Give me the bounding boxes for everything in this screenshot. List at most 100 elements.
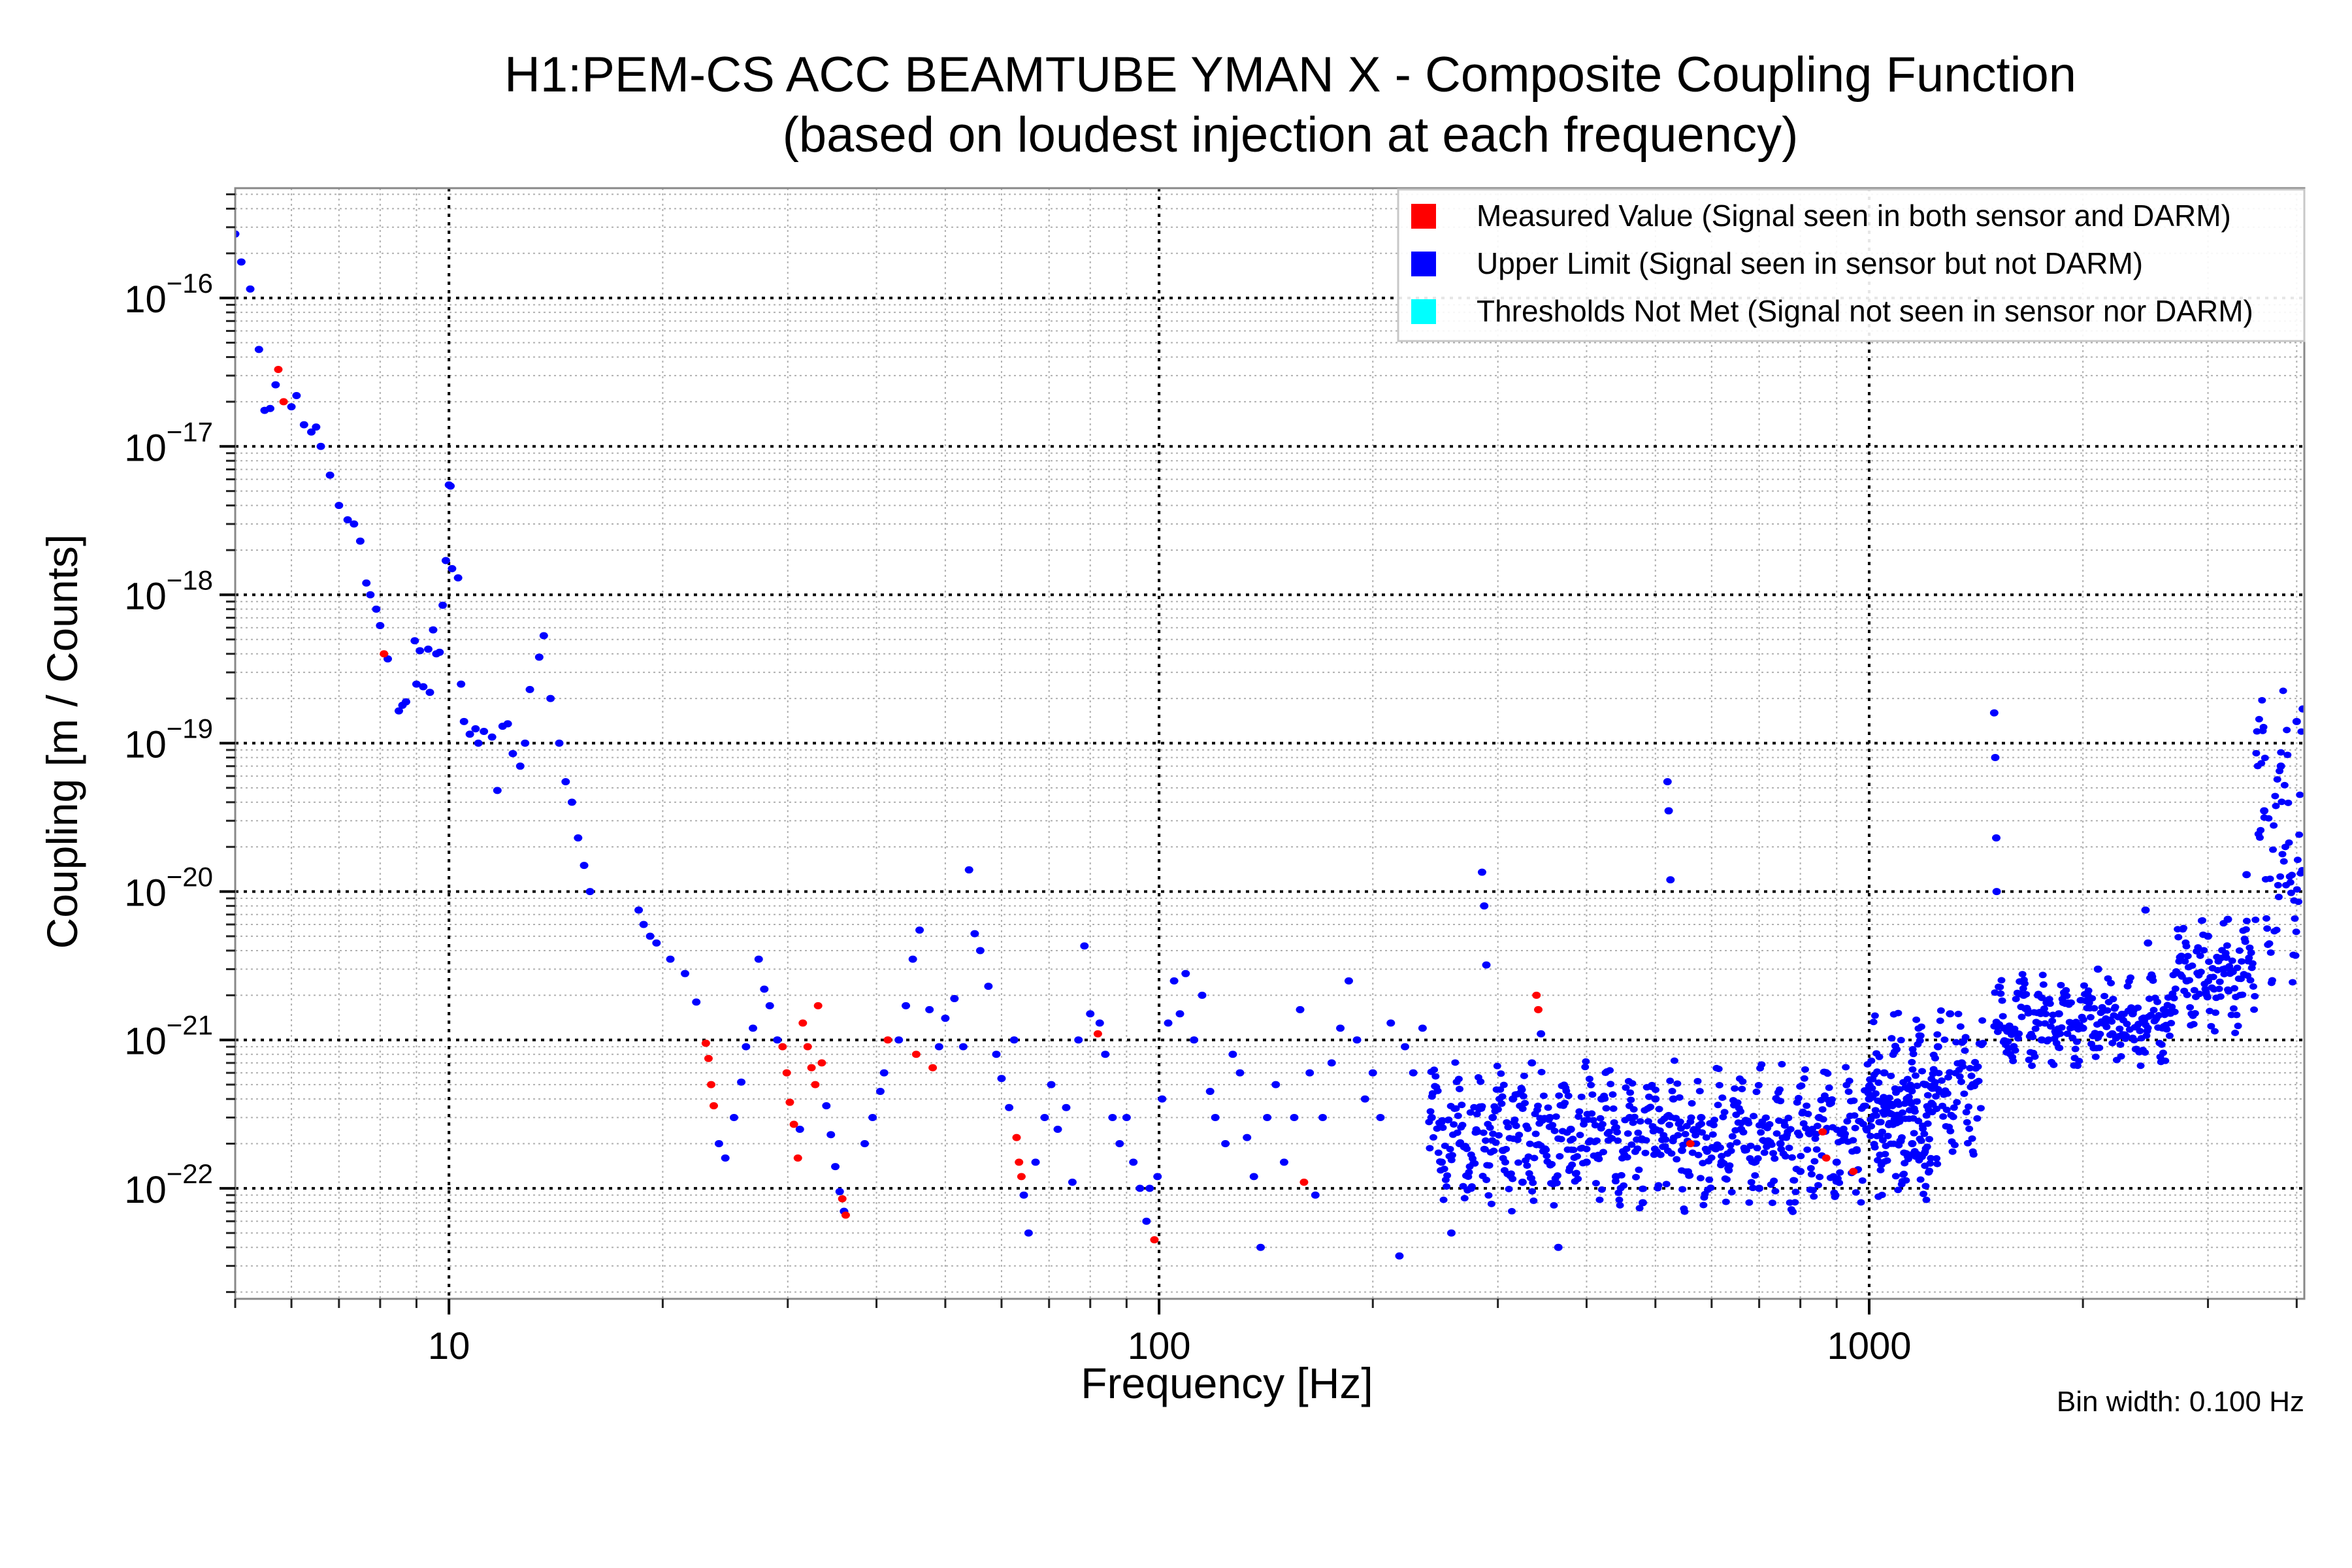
x-tick-labels: 10 100 1000 (428, 1325, 1912, 1367)
upper-limit-point (1129, 1158, 1138, 1166)
x-tick-label: 10 (428, 1325, 470, 1367)
upper-limit-point (1478, 1103, 1486, 1110)
upper-limit-point (312, 423, 321, 431)
upper-limit-point (423, 645, 433, 653)
upper-limit-point (2063, 992, 2071, 1000)
upper-limit-point (1482, 1176, 1491, 1183)
upper-limit-point (2123, 1021, 2131, 1028)
measured-value-point (782, 1069, 791, 1077)
upper-limit-point (1832, 1158, 1841, 1166)
upper-limit-point (1693, 1077, 1702, 1085)
upper-limit-point (1976, 1105, 1985, 1112)
upper-limit-point (1936, 1017, 1944, 1024)
upper-limit-point (2170, 1008, 2179, 1015)
upper-limit-point (1870, 1144, 1879, 1151)
upper-limit-point (1526, 1140, 1534, 1147)
upper-limit-point (1687, 1114, 1695, 1121)
upper-limit-point (1597, 1186, 1606, 1193)
upper-limit-point (1639, 1185, 1648, 1192)
upper-limit-point (1823, 1070, 1832, 1077)
measured-value-point (803, 1043, 812, 1051)
upper-limit-point (1707, 1184, 1715, 1192)
upper-limit-point (1446, 1229, 1456, 1237)
upper-limit-point (639, 921, 648, 928)
upper-limit-point (2292, 717, 2301, 725)
upper-limit-point (1950, 1104, 1958, 1111)
upper-limit-point (2044, 1036, 2053, 1043)
upper-limit-point (1627, 1141, 1636, 1149)
upper-limit-point (1886, 1120, 1894, 1127)
upper-limit-point (2122, 1032, 2131, 1039)
upper-limit-point (1997, 990, 2005, 997)
upper-limit-point (2247, 949, 2255, 956)
upper-limit-point (2259, 723, 2268, 730)
upper-limit-point (335, 502, 344, 510)
upper-limit-point (372, 605, 381, 613)
upper-limit-point (1921, 1183, 1930, 1190)
upper-limit-point (1221, 1139, 1230, 1147)
upper-limit-point (634, 906, 644, 914)
upper-limit-point (2252, 749, 2261, 757)
upper-limit-point (1047, 1081, 1056, 1088)
upper-limit-point (1888, 1102, 1897, 1109)
upper-limit-point (265, 404, 274, 412)
upper-limit-point (1769, 1150, 1778, 1157)
upper-limit-point (1492, 1139, 1500, 1146)
upper-limit-point (2057, 1024, 2066, 1031)
upper-limit-point (429, 626, 438, 634)
upper-limit-point (1881, 1151, 1889, 1158)
upper-limit-point (1455, 1139, 1464, 1147)
upper-limit-point (1858, 1177, 1867, 1184)
upper-limit-point (1612, 1124, 1621, 1131)
upper-limit-point (1519, 1092, 1527, 1100)
upper-limit-point (1801, 1066, 1809, 1073)
upper-limit-point (1581, 1064, 1590, 1071)
upper-limit-point (1943, 1090, 1952, 1097)
upper-limit-point (539, 632, 548, 640)
upper-limit-point (1715, 1082, 1723, 1089)
upper-limit-point (1776, 1139, 1785, 1147)
upper-limit-point (1710, 1117, 1719, 1124)
upper-limit-point (1610, 1119, 1618, 1126)
upper-limit-point (1991, 754, 2000, 762)
upper-limit-point (1744, 1120, 1753, 1127)
upper-limit-point (1386, 1019, 1396, 1027)
upper-limit-point (1681, 1130, 1690, 1137)
upper-limit-point (1542, 1146, 1550, 1153)
upper-limit-point (1588, 1091, 1597, 1098)
measured-value-point (1299, 1178, 1309, 1186)
upper-limit-point (1311, 1191, 1320, 1199)
upper-limit-point (1720, 1109, 1729, 1116)
upper-limit-point (235, 230, 240, 238)
upper-limit-point (1781, 1152, 1789, 1160)
upper-limit-point (1667, 1150, 1676, 1157)
upper-limit-point (1882, 1142, 1890, 1149)
upper-limit-point (992, 1051, 1001, 1058)
upper-limit-point (1466, 1109, 1475, 1116)
upper-limit-point (1568, 1161, 1576, 1168)
upper-limit-point (1666, 876, 1675, 884)
upper-limit-point (2215, 985, 2223, 992)
upper-limit-point (1818, 1106, 1827, 1113)
upper-limit-point (1692, 1140, 1701, 1147)
measured-value-point (798, 1019, 808, 1027)
upper-limit-point (1803, 1102, 1811, 1109)
upper-limit-point (2242, 871, 2251, 879)
upper-limit-point (1153, 1173, 1162, 1181)
upper-limit-point (2103, 1007, 2112, 1014)
upper-limit-point (1865, 1095, 1874, 1103)
upper-limit-point (950, 994, 959, 1002)
upper-limit-point (1480, 1146, 1489, 1153)
upper-limit-point (2128, 1010, 2137, 1018)
upper-limit-point (1501, 1158, 1510, 1166)
upper-limit-point (1691, 1132, 1700, 1139)
upper-limit-point (1726, 1142, 1735, 1149)
upper-limit-point (1989, 709, 1999, 717)
legend-swatch-measured (1411, 204, 1436, 229)
y-axis-label: Coupling [m / Counts] (38, 534, 86, 949)
upper-limit-point (1905, 1115, 1914, 1122)
upper-limit-point (1656, 1151, 1665, 1158)
upper-limit-point (2107, 979, 2115, 987)
upper-limit-point (1665, 1121, 1674, 1128)
upper-limit-point (1967, 1072, 1976, 1079)
